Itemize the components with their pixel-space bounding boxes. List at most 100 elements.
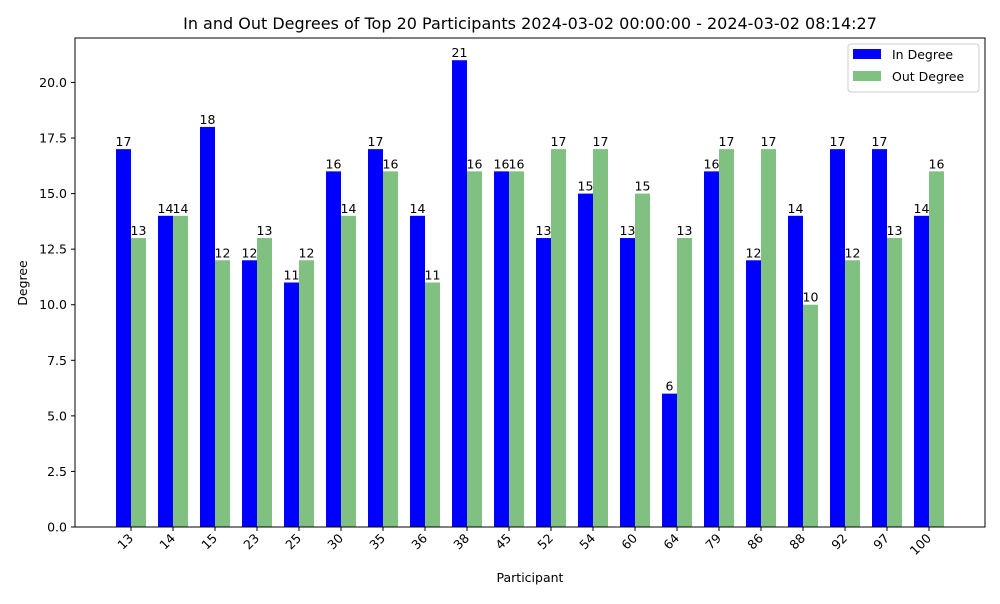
- x-tick-label: 64: [660, 530, 682, 552]
- bar-out-degree: [845, 260, 860, 527]
- y-tick-label: 17.5: [39, 131, 67, 146]
- x-tick-label: 79: [702, 530, 724, 552]
- x-axis-ticks: 13 14 15 23 25 30 35 36 38 45 52 54 60 64 79 86 88 92 97 10…: [114, 527, 934, 558]
- data-label-out-degree: 17: [719, 134, 735, 149]
- y-tick-label: 20.0: [39, 75, 67, 90]
- bar-out-degree: [929, 171, 944, 527]
- y-axis-ticks: 0.0 2.5 5.0 7.5 10.0 12.5 15.0 17.5 20.0: [39, 75, 75, 535]
- x-tick-label: 14: [156, 530, 178, 552]
- data-label-out-degree: 17: [593, 134, 609, 149]
- bar-in-degree: [662, 393, 677, 527]
- bar-out-degree: [467, 171, 482, 527]
- bars-group: [116, 60, 944, 528]
- data-label-in-degree: 17: [368, 134, 384, 149]
- bar-in-degree: [116, 149, 131, 528]
- bar-in-degree: [452, 60, 467, 528]
- plot-area-frame: [74, 37, 986, 528]
- x-tick-label: 88: [786, 530, 808, 552]
- bar-in-degree: [410, 215, 425, 527]
- data-label-out-degree: 12: [299, 245, 315, 260]
- data-label-out-degree: 13: [677, 223, 693, 238]
- x-tick-label: 52: [534, 531, 556, 553]
- data-label-out-degree: 11: [425, 268, 441, 283]
- chart-title: In and Out Degrees of Top 20 Participant…: [183, 14, 877, 33]
- data-label-in-degree: 14: [410, 201, 426, 216]
- bar-out-degree: [425, 282, 440, 527]
- y-tick-label: 5.0: [47, 408, 67, 423]
- x-tick-label: 13: [114, 531, 136, 553]
- bar-in-degree: [620, 238, 635, 527]
- x-tick-label: 92: [828, 531, 850, 553]
- x-tick-label: 15: [198, 531, 220, 553]
- data-label-in-degree: 16: [494, 156, 510, 171]
- y-tick-label: 12.5: [39, 242, 67, 257]
- bar-in-degree: [284, 282, 299, 527]
- bar-out-degree: [299, 260, 314, 527]
- bar-in-degree: [788, 215, 803, 527]
- data-label-in-degree: 16: [326, 156, 342, 171]
- data-label-in-degree: 16: [704, 156, 720, 171]
- data-label-in-degree: 13: [620, 223, 636, 238]
- data-label-out-degree: 10: [803, 290, 819, 305]
- data-label-in-degree: 11: [284, 268, 300, 283]
- data-label-in-degree: 21: [452, 45, 468, 60]
- data-label-in-degree: 13: [536, 223, 552, 238]
- bar-out-degree: [383, 171, 398, 527]
- legend-swatch: [853, 71, 881, 81]
- bar-out-degree: [719, 149, 734, 528]
- data-label-in-degree: 14: [158, 201, 174, 216]
- bar-out-degree: [257, 238, 272, 527]
- bar-out-degree: [593, 149, 608, 528]
- data-label-in-degree: 14: [914, 201, 930, 216]
- x-tick-label: 38: [450, 530, 472, 552]
- x-tick-label: 86: [744, 530, 766, 552]
- data-label-in-degree: 17: [116, 134, 132, 149]
- x-tick-label: 30: [324, 530, 346, 552]
- data-label-in-degree: 12: [746, 245, 762, 260]
- bar-in-degree: [158, 215, 173, 527]
- legend-swatch: [853, 49, 881, 59]
- data-label-out-degree: 14: [341, 201, 357, 216]
- x-tick-label: 36: [408, 530, 430, 552]
- x-tick-label: 97: [870, 531, 892, 553]
- legend-label: In Degree: [892, 47, 953, 62]
- bar-in-degree: [242, 260, 257, 527]
- data-label-out-degree: 13: [257, 223, 273, 238]
- bar-in-degree: [200, 126, 215, 527]
- bar-in-degree: [326, 171, 341, 527]
- bar-in-degree: [914, 215, 929, 527]
- bar-out-degree: [551, 149, 566, 528]
- x-tick-label: 60: [618, 530, 640, 552]
- bar-in-degree: [704, 171, 719, 527]
- bar-out-degree: [173, 215, 188, 527]
- data-label-out-degree: 16: [929, 156, 945, 171]
- data-label-out-degree: 16: [383, 156, 399, 171]
- data-label-in-degree: 12: [242, 245, 258, 260]
- data-label-in-degree: 18: [200, 112, 216, 127]
- bar-out-degree: [131, 238, 146, 527]
- data-label-out-degree: 13: [131, 223, 147, 238]
- data-label-out-degree: 16: [467, 156, 483, 171]
- y-tick-label: 7.5: [47, 353, 67, 368]
- x-tick-label: 100: [907, 530, 935, 558]
- bar-in-degree: [536, 238, 551, 527]
- y-tick-label: 0.0: [47, 520, 67, 535]
- data-label-in-degree: 17: [872, 134, 888, 149]
- x-tick-label: 25: [282, 531, 304, 553]
- bar-in-degree: [368, 149, 383, 528]
- bar-out-degree: [803, 304, 818, 527]
- bar-in-degree: [494, 171, 509, 527]
- data-label-in-degree: 14: [788, 201, 804, 216]
- data-label-out-degree: 13: [887, 223, 903, 238]
- y-tick-label: 15.0: [39, 186, 67, 201]
- bar-out-degree: [341, 215, 356, 527]
- data-label-in-degree: 17: [830, 134, 846, 149]
- bar-out-degree: [677, 238, 692, 527]
- bar-out-degree: [215, 260, 230, 527]
- data-label-out-degree: 16: [509, 156, 525, 171]
- y-tick-label: 2.5: [47, 464, 67, 479]
- x-tick-label: 54: [576, 530, 598, 552]
- data-label-in-degree: 15: [578, 179, 594, 194]
